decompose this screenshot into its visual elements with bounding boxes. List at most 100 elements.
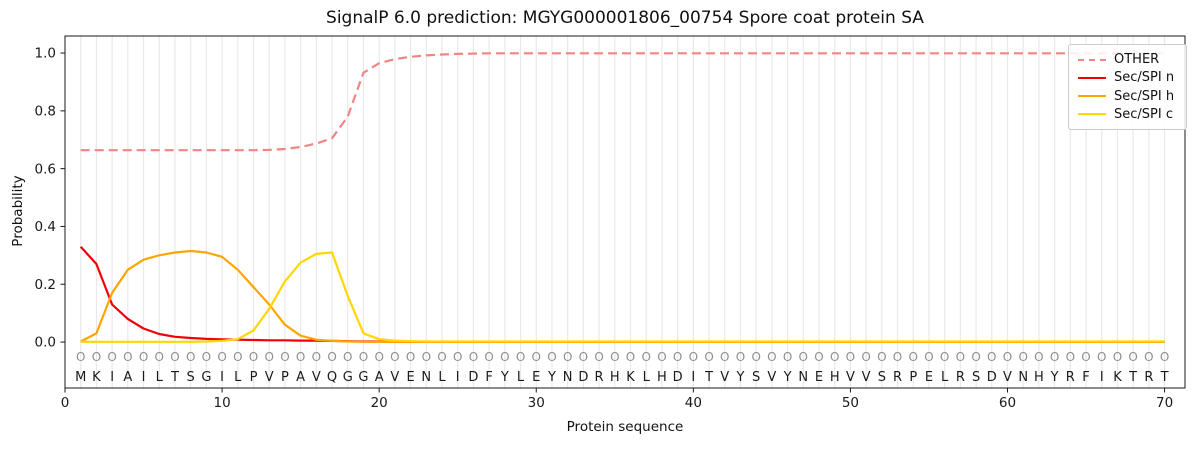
- predicted-label-O: O: [359, 350, 368, 364]
- chart-title: SignalP 6.0 prediction: MGYG000001806_00…: [326, 8, 924, 28]
- y-tick-label: 0.0: [35, 335, 56, 351]
- residue-letter: L: [941, 370, 949, 385]
- predicted-label-O: O: [751, 350, 760, 364]
- legend-item: Sec/SPI h: [1078, 89, 1177, 104]
- residue-letter: S: [972, 370, 980, 385]
- legend-label: Sec/SPI n: [1114, 70, 1175, 86]
- residue-letter: E: [532, 370, 540, 385]
- predicted-label-O: O: [987, 350, 996, 364]
- predicted-label-O: O: [641, 350, 650, 364]
- predicted-label-O: O: [736, 350, 745, 364]
- x-tick-label: 50: [842, 395, 859, 411]
- legend-label: Sec/SPI h: [1114, 88, 1175, 104]
- residue-letter: G: [201, 370, 211, 385]
- predicted-label-O: O: [296, 350, 305, 364]
- gridlines: [80, 36, 1166, 388]
- residue-letter: K: [92, 370, 101, 385]
- predicted-label-O: O: [453, 350, 462, 364]
- x-axis-label: Protein sequence: [566, 419, 684, 435]
- x-tick-label: 0: [61, 395, 70, 411]
- residue-letter: H: [610, 370, 620, 385]
- y-tick-label: 0.6: [35, 161, 56, 177]
- predicted-label-O: O: [374, 350, 383, 364]
- residue-letter: T: [1160, 370, 1169, 385]
- residue-letter: Y: [1050, 370, 1059, 385]
- residue-letter: E: [925, 370, 933, 385]
- predicted-label-O: O: [406, 350, 415, 364]
- predicted-label-O: O: [170, 350, 179, 364]
- predicted-label-O: O: [1003, 350, 1012, 364]
- predicted-label-O: O: [1018, 350, 1027, 364]
- y-tick-label: 0.2: [35, 277, 56, 293]
- y-axis: 0.0 0.2 0.4 0.6 0.8 1.0: [35, 46, 65, 351]
- predicted-label-O: O: [312, 350, 321, 364]
- residue-letter: Y: [783, 370, 792, 385]
- residue-letter: V: [390, 370, 399, 385]
- residue-letter: S: [752, 370, 760, 385]
- predicted-label-O: O: [799, 350, 808, 364]
- y-tick-label: 1.0: [35, 46, 56, 62]
- predicted-label-O: O: [437, 350, 446, 364]
- series-line-sec-spi-n: [79, 245, 1165, 343]
- predicted-label-O: O: [767, 350, 776, 364]
- legend-label: OTHER: [1114, 52, 1160, 67]
- predicted-label-O: O: [280, 350, 289, 364]
- predicted-label-O: O: [1128, 350, 1137, 364]
- predicted-label-O: O: [563, 350, 572, 364]
- x-tick-label: 10: [213, 395, 230, 411]
- predicted-label-O: O: [264, 350, 273, 364]
- predicted-label-O: O: [657, 350, 666, 364]
- residue-letter: D: [578, 370, 588, 385]
- predicted-label-O: O: [1097, 350, 1106, 364]
- predicted-label-O: O: [861, 350, 870, 364]
- y-tick-label: 0.8: [35, 103, 56, 119]
- predicted-label-O: O: [155, 350, 164, 364]
- residue-letter: L: [517, 370, 525, 385]
- predicted-label-O: O: [594, 350, 603, 364]
- legend-line-swatch: [1078, 76, 1106, 79]
- predicted-label-O: O: [626, 350, 635, 364]
- residue-letter: R: [1144, 370, 1153, 385]
- predicted-label-O: O: [233, 350, 242, 364]
- residue-letter: A: [123, 370, 132, 385]
- predicted-label-O: O: [469, 350, 478, 364]
- residue-letter: K: [626, 370, 635, 385]
- residue-letter: H: [1034, 370, 1044, 385]
- predicted-label-O: O: [1034, 350, 1043, 364]
- residue-letter: Y: [735, 370, 744, 385]
- residue-letter: E: [406, 370, 414, 385]
- residue-letter: V: [767, 370, 776, 385]
- residue-letter: T: [170, 370, 179, 385]
- residue-letter: I: [142, 370, 146, 385]
- residue-letter: I: [110, 370, 114, 385]
- residue-letter: A: [375, 370, 384, 385]
- y-axis-label: Probability: [10, 175, 26, 247]
- predicted-label-O: O: [1113, 350, 1122, 364]
- residue-letter: H: [657, 370, 667, 385]
- residue-letter: I: [1100, 370, 1104, 385]
- predicted-label-O: O: [202, 350, 211, 364]
- predicted-label-O: O: [610, 350, 619, 364]
- predicted-label-O: O: [909, 350, 918, 364]
- residue-letter: K: [1113, 370, 1122, 385]
- x-tick-label: 30: [528, 395, 545, 411]
- residue-letter: Q: [327, 370, 337, 385]
- residue-letter: N: [563, 370, 573, 385]
- residue-letter: H: [830, 370, 840, 385]
- y-tick-label: 0.4: [35, 219, 56, 235]
- residue-letter: L: [234, 370, 242, 385]
- residue-letter: I: [456, 370, 460, 385]
- residue-letter: R: [893, 370, 902, 385]
- predicted-label-O: O: [720, 350, 729, 364]
- residue-letter: P: [909, 370, 917, 385]
- residue-letter: T: [1128, 370, 1137, 385]
- predicted-label-O: O: [1050, 350, 1059, 364]
- predicted-label-O: O: [971, 350, 980, 364]
- residue-letter: I: [691, 370, 695, 385]
- residue-letter: V: [312, 370, 321, 385]
- residue-letter: M: [75, 370, 86, 385]
- predicted-label-O: O: [579, 350, 588, 364]
- residue-letter: D: [468, 370, 478, 385]
